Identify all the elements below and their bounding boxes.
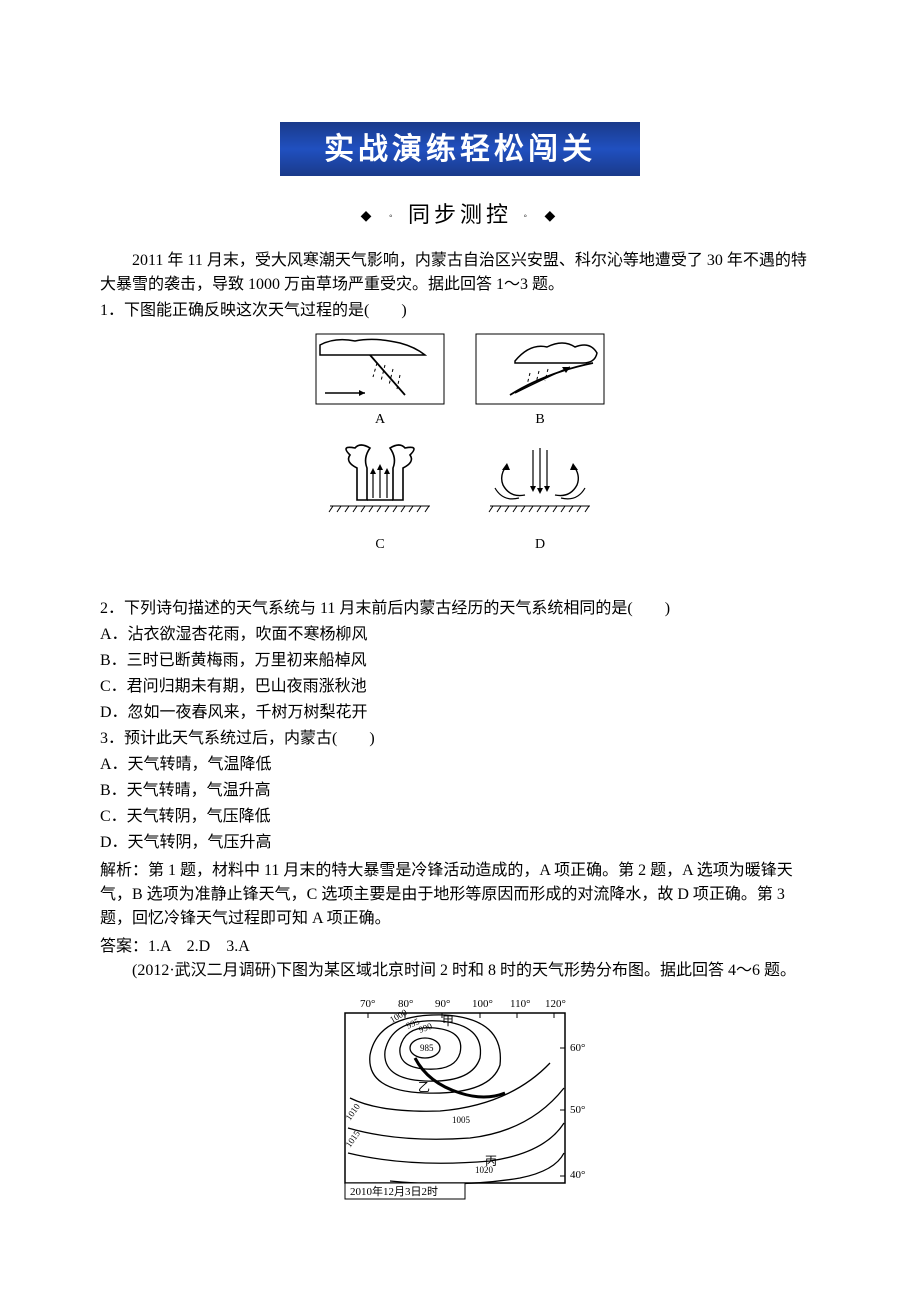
dot-icon: ◦ (389, 211, 397, 222)
q3-option-b: B．天气转晴，气温升高 (100, 779, 820, 803)
lat-label: 40° (570, 1169, 585, 1181)
q3-option-d: D．天气转阴，气压升高 (100, 831, 820, 855)
figure-map: 70° 80° 90° 100° 110° 120° 60° 50° 40° (100, 993, 820, 1213)
panel-d: D (475, 440, 605, 555)
panel-label: D (475, 534, 605, 555)
banner: 实战演练轻松闯关 (280, 120, 640, 178)
figure-q1-row1: A B (100, 333, 820, 430)
intro-paragraph-2: (2012·武汉二月调研)下图为某区域北京时间 2 时和 8 时的天气形势分布图… (100, 959, 820, 983)
panel-label: B (475, 409, 605, 430)
dot-icon: ◦ (524, 211, 532, 222)
svg-text:1005: 1005 (452, 1115, 471, 1125)
banner-text: 实战演练轻松闯关 (324, 127, 596, 172)
map-point: 甲 (442, 1014, 454, 1028)
lon-label: 70° (360, 998, 375, 1010)
lat-label: 60° (570, 1042, 585, 1054)
lat-label: 50° (570, 1104, 585, 1116)
subtitle-row: ◆ ◦ 同步测控 ◦ ◆ (100, 198, 820, 231)
panel-label: A (315, 409, 445, 430)
q2-option-d: D．忽如一夜春风来，千树万树梨花开 (100, 701, 820, 725)
lon-label: 90° (435, 998, 450, 1010)
panel-label: C (315, 534, 445, 555)
answers-1-3: 答案：1.A 2.D 3.A (100, 935, 820, 959)
q3-option-c: C．天气转阴，气压降低 (100, 805, 820, 829)
panel-c: C (315, 440, 445, 555)
q3-stem: 3．预计此天气系统过后，内蒙古( ) (100, 727, 820, 751)
map-point: 乙 (418, 1080, 430, 1094)
figure-q1-row2: C (100, 440, 820, 555)
q2-stem: 2．下列诗句描述的天气系统与 11 月末前后内蒙古经历的天气系统相同的是( ) (100, 597, 820, 621)
map-caption: 2010年12月3日2时 (350, 1184, 438, 1198)
q3-option-a: A．天气转晴，气温降低 (100, 753, 820, 777)
solution-1-3: 解析：第 1 题，材料中 11 月末的特大暴雪是冷锋活动造成的，A 项正确。第 … (100, 859, 820, 931)
q2-option-a: A．沾衣欲湿杏花雨，吹面不寒杨柳风 (100, 623, 820, 647)
q1-stem: 1．下图能正确反映这次天气过程的是( ) (100, 299, 820, 323)
lon-label: 120° (545, 998, 566, 1010)
map-point: 丙 (485, 1154, 497, 1168)
svg-text:985: 985 (420, 1043, 434, 1053)
lon-label: 110° (510, 998, 531, 1010)
q2-option-c: C．君问归期未有期，巴山夜雨涨秋池 (100, 675, 820, 699)
panel-b: B (475, 333, 605, 430)
diamond-icon: ◆ (545, 209, 560, 224)
q2-option-b: B．三时已断黄梅雨，万里初来船棹风 (100, 649, 820, 673)
panel-a: A (315, 333, 445, 430)
lon-label: 100° (472, 998, 493, 1010)
diamond-icon: ◆ (361, 209, 376, 224)
intro-paragraph: 2011 年 11 月末，受大风寒潮天气影响，内蒙古自治区兴安盟、科尔沁等地遭受… (100, 249, 820, 297)
subtitle-text: 同步测控 (408, 202, 512, 227)
